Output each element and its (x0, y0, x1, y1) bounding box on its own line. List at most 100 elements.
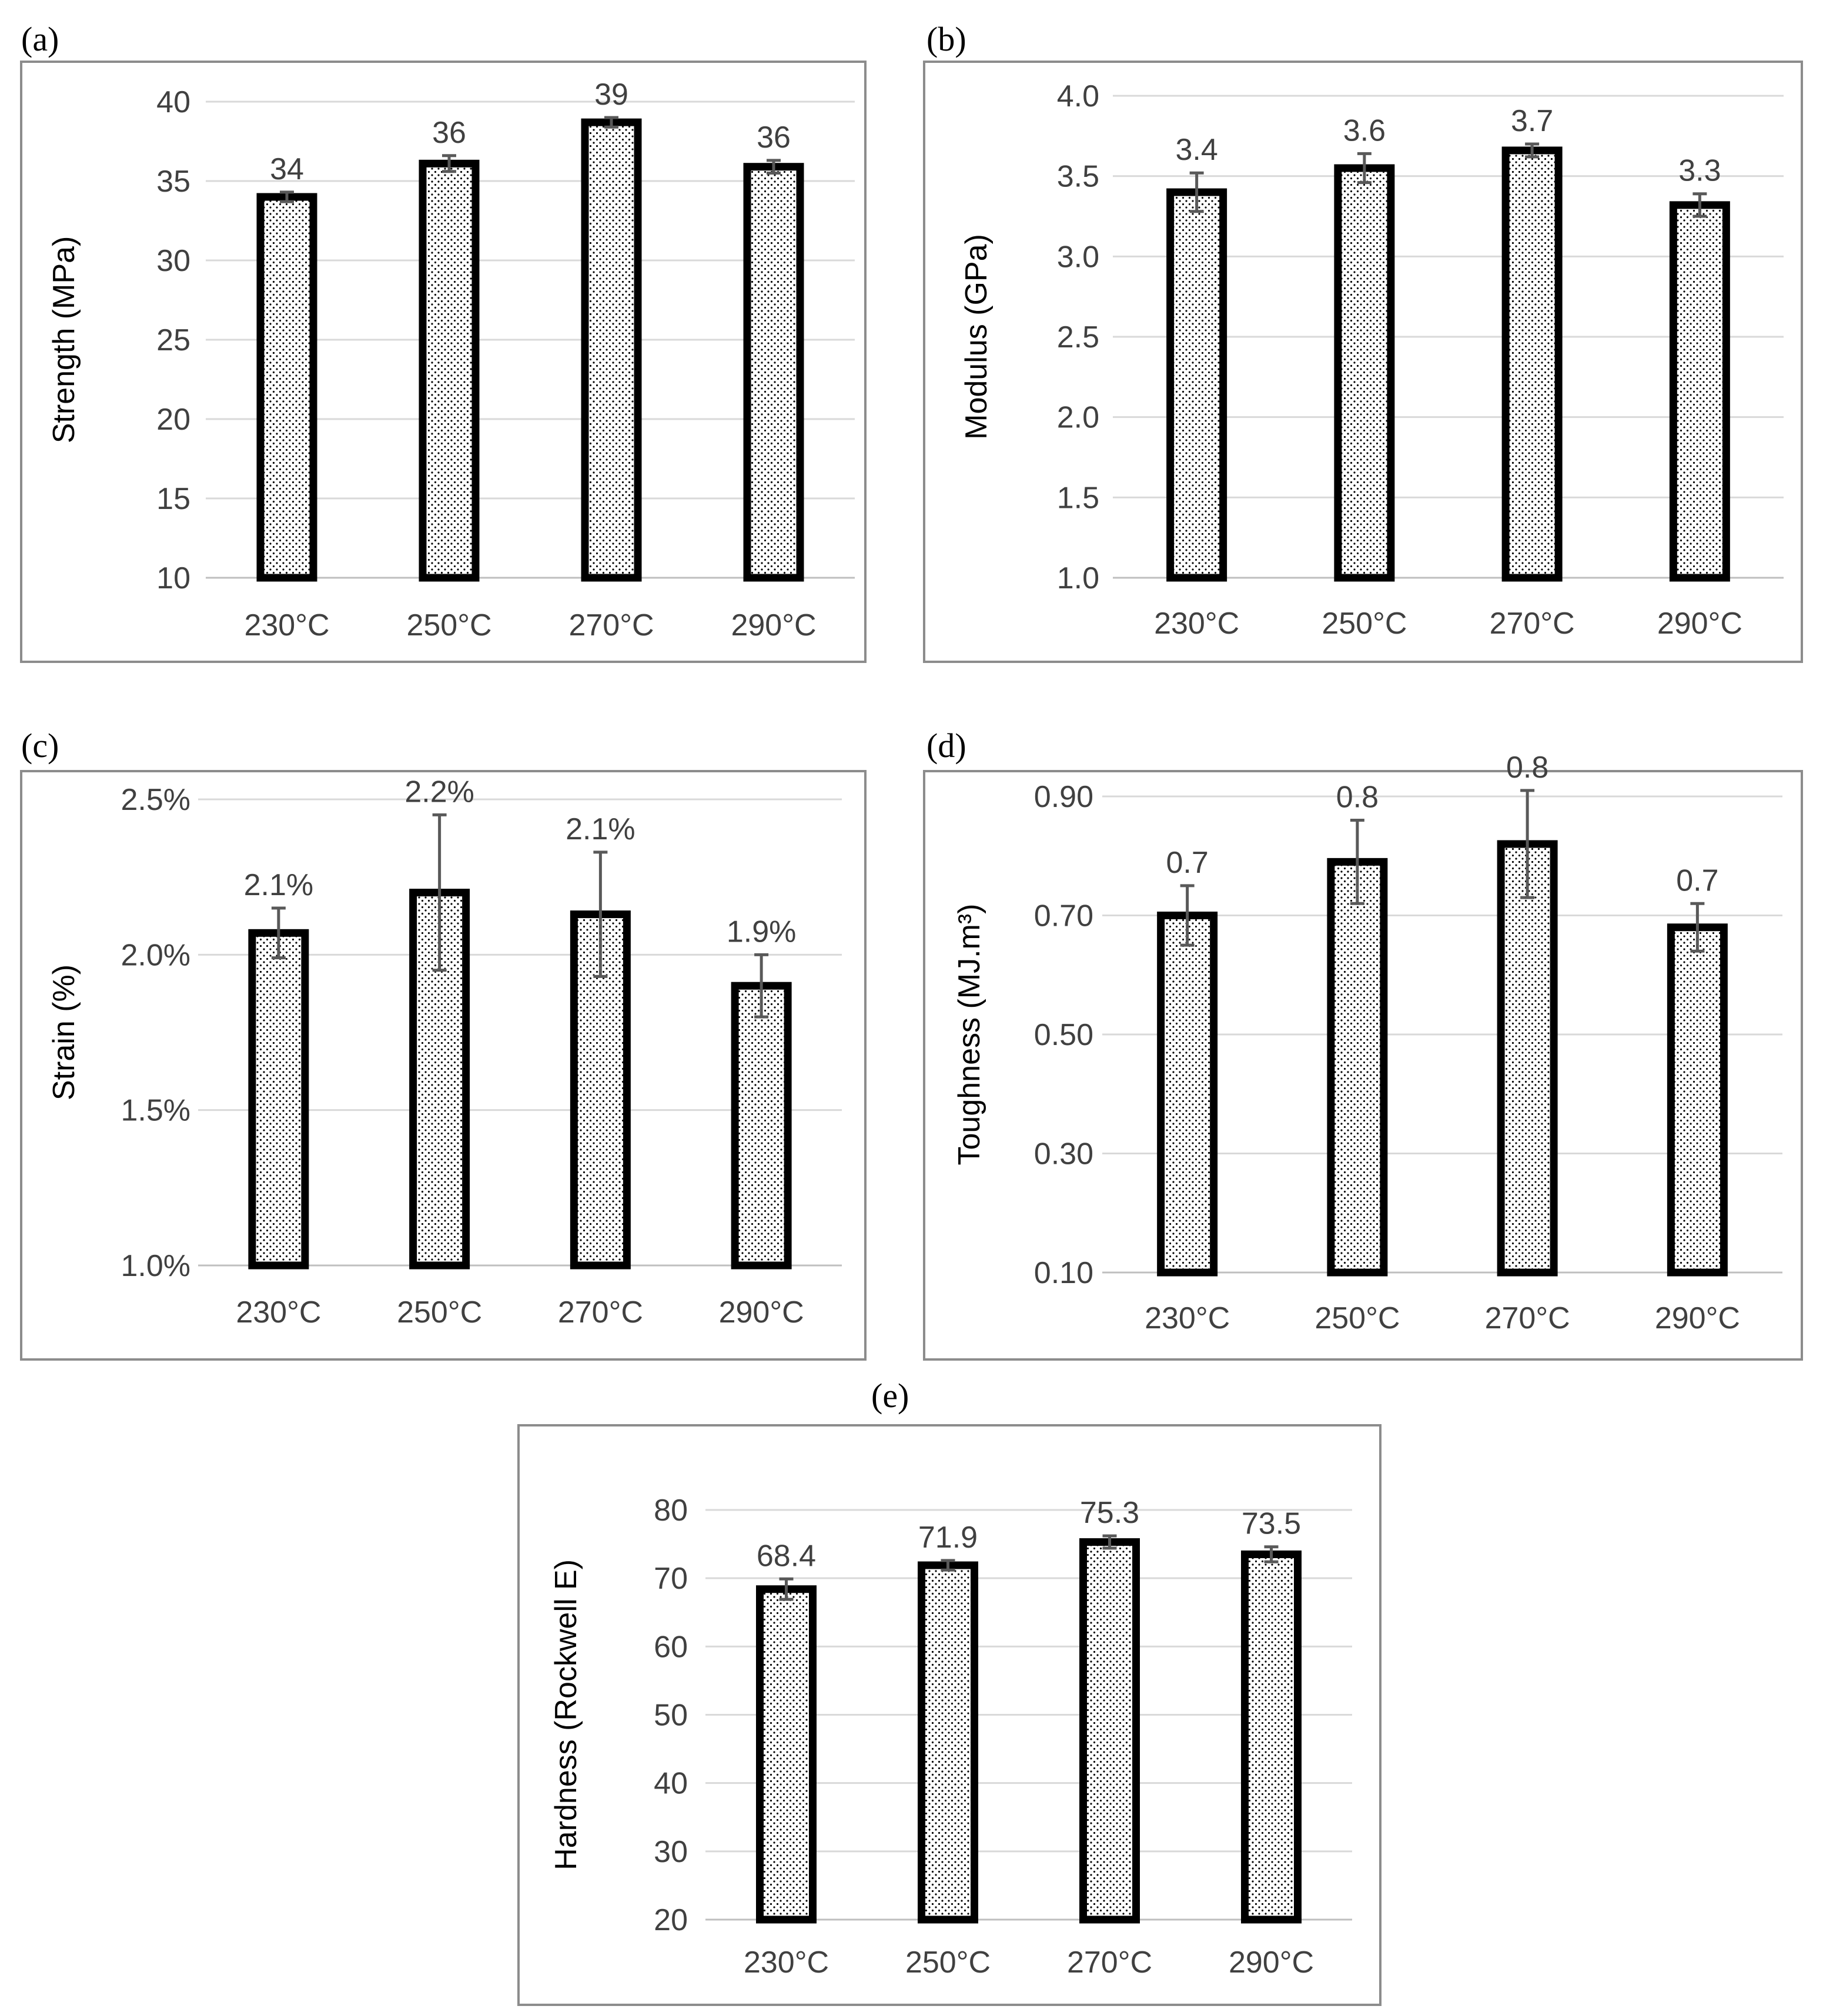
y-tick-label: 2.0 (1057, 401, 1099, 435)
y-tick-label: 3.5 (1057, 160, 1099, 194)
y-tick-label: 30 (156, 244, 190, 278)
y-axis-title: Strain (%) (47, 965, 81, 1100)
data-label: 2.1% (566, 812, 635, 846)
chart-a: 10 15 20 25 30 35 40 Strength (MPa) 34 230°C 36 250… (47, 78, 855, 642)
error-bar (1102, 1534, 1117, 1550)
x-category-label: 290°C (1657, 607, 1742, 641)
error-bar (1692, 192, 1707, 218)
error-bar (1690, 902, 1705, 953)
chart-e: 20 30 40 50 60 70 80 Hardness (Rockwell E) 68.4 2… (549, 1493, 1352, 1980)
bar (1334, 164, 1395, 582)
y-tick-label: 25 (156, 323, 190, 357)
y-tick-label: 1.5 (1057, 481, 1099, 515)
data-label: 1.9% (727, 915, 797, 949)
y-tick-label: 4.0 (1057, 79, 1099, 113)
bar (743, 163, 804, 582)
bar (918, 1561, 978, 1924)
data-label: 3.3 (1678, 154, 1721, 188)
error-bar (1357, 152, 1372, 185)
x-category-label: 290°C (719, 1295, 804, 1330)
panel-label-a: (a) (21, 20, 59, 58)
panel-label-e: (e) (871, 1377, 909, 1415)
bar (1327, 858, 1388, 1277)
x-category-label: 230°C (244, 608, 329, 642)
data-label: 2.1% (244, 868, 314, 902)
x-category-label: 290°C (731, 608, 816, 642)
x-category-label: 250°C (406, 608, 491, 642)
data-label: 2.2% (404, 775, 474, 809)
data-label: 39 (594, 78, 628, 112)
error-bar (604, 116, 618, 129)
x-category-label: 270°C (568, 608, 654, 642)
data-label: 0.8 (1506, 751, 1548, 785)
data-label: 36 (757, 120, 791, 155)
y-tick-label: 2.0% (121, 938, 190, 972)
error-bar (442, 154, 456, 173)
y-axis-title: Strength (MPa) (47, 236, 81, 444)
y-tick-label: 1.0% (121, 1249, 190, 1283)
x-category-label: 290°C (1229, 1945, 1314, 1980)
bar (256, 193, 317, 582)
y-tick-label: 50 (654, 1699, 688, 1733)
data-label: 34 (270, 152, 304, 186)
y-tick-label: 2.5 (1057, 320, 1099, 354)
x-category-label: 230°C (1145, 1301, 1230, 1335)
bar (1497, 840, 1558, 1277)
x-category-label: 270°C (1485, 1301, 1570, 1335)
bar (731, 982, 792, 1270)
x-category-label: 250°C (397, 1295, 482, 1330)
data-label: 3.6 (1343, 113, 1386, 148)
error-bar (1180, 884, 1195, 947)
x-category-label: 250°C (905, 1945, 991, 1980)
bar (1157, 912, 1218, 1277)
x-category-label: 230°C (1154, 607, 1239, 641)
y-tick-label: 40 (654, 1767, 688, 1801)
bar (1669, 201, 1730, 582)
y-tick-label: 70 (654, 1562, 688, 1596)
y-tick-label: 20 (156, 403, 190, 437)
error-bar (1525, 142, 1540, 159)
x-category-label: 270°C (558, 1295, 643, 1330)
data-label: 73.5 (1242, 1507, 1301, 1541)
y-tick-label: 35 (156, 165, 190, 199)
data-label: 68.4 (757, 1539, 816, 1573)
panel-label-c: (c) (21, 726, 59, 765)
x-category-label: 230°C (236, 1295, 321, 1330)
error-bar (280, 190, 294, 203)
y-axis-title: Modulus (GPa) (959, 234, 994, 440)
y-tick-label: 1.0 (1057, 561, 1099, 595)
error-bar (593, 850, 608, 978)
x-category-label: 250°C (1314, 1301, 1400, 1335)
y-axis-title: Toughness (MJ.m³) (952, 904, 986, 1166)
data-label: 0.7 (1166, 846, 1208, 880)
x-category-label: 250°C (1322, 607, 1407, 641)
y-tick-label: 1.5% (121, 1094, 190, 1128)
y-tick-label: 0.90 (1034, 780, 1093, 814)
y-tick-label: 0.30 (1034, 1137, 1093, 1171)
error-bar (1189, 171, 1204, 213)
x-category-label: 270°C (1490, 607, 1575, 641)
error-bar (271, 906, 286, 960)
bar (1667, 923, 1728, 1277)
bar (756, 1585, 817, 1924)
data-label: 71.9 (918, 1521, 978, 1555)
x-category-label: 230°C (744, 1945, 829, 1980)
bar (1501, 146, 1563, 582)
error-bar (1520, 789, 1535, 899)
y-tick-label: 0.10 (1034, 1256, 1093, 1290)
error-bar (1264, 1545, 1279, 1563)
y-tick-label: 60 (654, 1630, 688, 1664)
data-label: 36 (432, 116, 466, 150)
chart-b: 1.0 1.5 2.0 2.5 3.0 3.5 4.0 Modulus (GPa) 3.4 230… (959, 79, 1784, 641)
y-tick-label: 20 (654, 1903, 688, 1937)
error-bar (941, 1559, 955, 1572)
data-label: 75.3 (1080, 1496, 1139, 1530)
bar (1241, 1550, 1302, 1924)
error-bar (779, 1577, 794, 1601)
bar (419, 159, 480, 582)
y-tick-label: 40 (156, 85, 190, 119)
data-label: 3.7 (1511, 104, 1553, 138)
error-bar (432, 813, 447, 972)
data-label: 3.4 (1175, 133, 1217, 167)
error-bar (754, 953, 769, 1019)
